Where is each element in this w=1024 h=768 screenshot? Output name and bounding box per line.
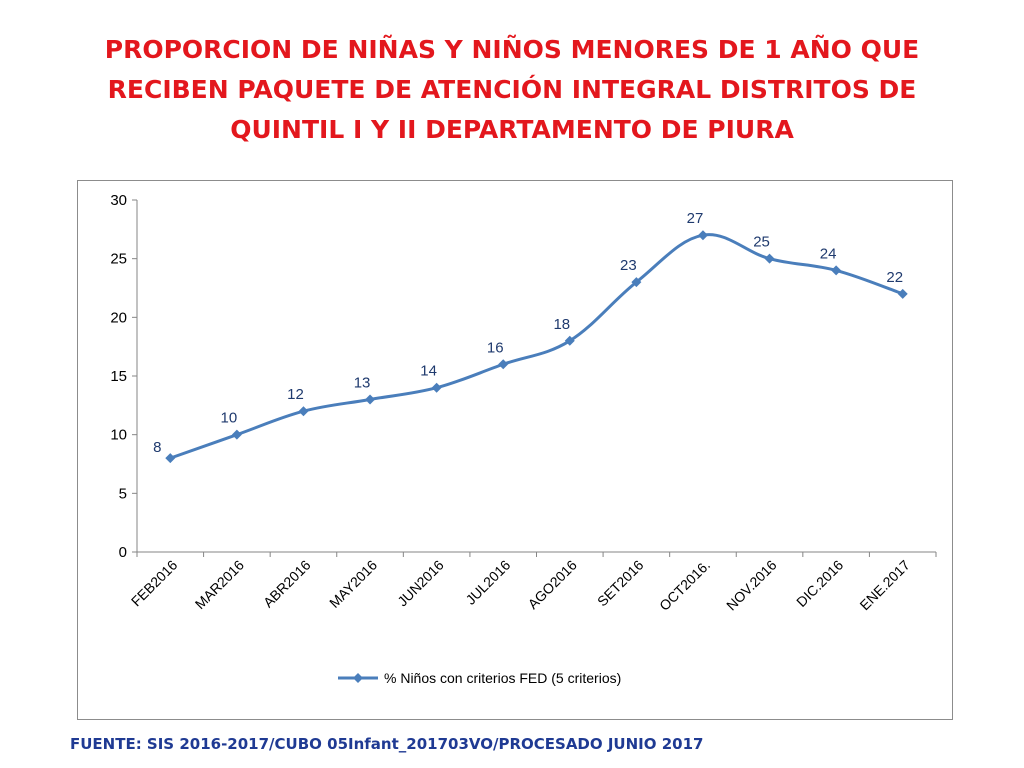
data-point-marker (897, 288, 908, 299)
data-point-marker (831, 265, 842, 276)
title-line-3: QUINTIL I Y II DEPARTAMENTO DE PIURA (230, 115, 794, 144)
x-tick-label: MAY2016 (326, 557, 380, 611)
data-point-marker (365, 394, 376, 405)
x-tick-label: ABR2016 (260, 557, 314, 611)
series-line (169, 233, 904, 460)
data-point-marker (165, 453, 176, 464)
x-tick-label: JUL2016 (462, 557, 513, 608)
x-tick-label: SET2016 (594, 557, 647, 610)
data-labels: 8 10 12 13 14 16 18 23 27 25 24 22 (153, 210, 903, 456)
data-point-marker (298, 406, 309, 417)
title-line-2: RECIBEN PAQUETE DE ATENCIÓN INTEGRAL DIS… (107, 75, 917, 104)
chart-title: PROPORCION DE NIÑAS Y NIÑOS MENORES DE 1… (40, 30, 984, 150)
data-label: 27 (687, 210, 704, 227)
y-tick-label: 30 (110, 192, 127, 209)
chart-frame: 0 5 10 15 20 25 30 FEB2016 MAR2016 ABR2016 MAY201… (77, 180, 953, 720)
data-point-marker (697, 230, 708, 241)
data-label: 23 (620, 257, 637, 274)
data-point-marker (764, 253, 775, 264)
title-line-1: PROPORCION DE NIÑAS Y NIÑOS MENORES DE 1… (104, 35, 920, 64)
data-label: 14 (420, 363, 437, 380)
x-tick-label: NOV.2016 (723, 557, 780, 614)
series-group (165, 230, 908, 464)
data-label: 22 (886, 269, 903, 286)
data-point-marker (564, 335, 575, 346)
x-tick-label: OCT2016. (656, 557, 713, 614)
y-tick-label: 10 (110, 427, 127, 444)
x-tick-label: AGO2016 (525, 557, 580, 612)
line-chart: 0 5 10 15 20 25 30 FEB2016 MAR2016 ABR2016 MAY201… (110, 192, 937, 686)
data-label: 16 (487, 339, 504, 356)
data-point-marker (431, 382, 442, 393)
y-tick-label: 5 (119, 485, 127, 502)
data-label: 13 (354, 374, 371, 391)
y-tick-label: 0 (119, 544, 127, 561)
x-axis: FEB2016 MAR2016 ABR2016 MAY2016 JUN2016 JUL20… (128, 551, 937, 614)
y-axis: 0 5 10 15 20 25 30 (110, 192, 138, 561)
data-label: 10 (221, 410, 238, 427)
data-label: 25 (753, 234, 770, 251)
legend-marker (353, 673, 363, 683)
data-point-marker (498, 359, 509, 370)
data-point-marker (631, 277, 642, 288)
legend-label: % Niños con criterios FED (5 criterios) (384, 670, 621, 686)
x-tick-label: ENE.2017 (856, 557, 913, 614)
x-tick-label: FEB2016 (128, 557, 181, 610)
x-tick-label: MAR2016 (192, 557, 247, 612)
y-tick-label: 15 (110, 368, 127, 385)
data-label: 12 (287, 386, 304, 403)
data-label: 18 (553, 316, 570, 333)
data-label: 24 (820, 245, 837, 262)
data-point-marker (231, 429, 242, 440)
source-note: FUENTE: SIS 2016-2017/CUBO 05Infant_2017… (70, 735, 704, 753)
legend: % Niños con criterios FED (5 criterios) (338, 670, 621, 686)
x-tick-label: DIC.2016 (793, 557, 846, 610)
x-tick-label: JUN2016 (394, 557, 447, 610)
y-tick-label: 20 (110, 309, 127, 326)
data-label: 8 (153, 439, 161, 456)
y-tick-label: 25 (110, 251, 127, 268)
